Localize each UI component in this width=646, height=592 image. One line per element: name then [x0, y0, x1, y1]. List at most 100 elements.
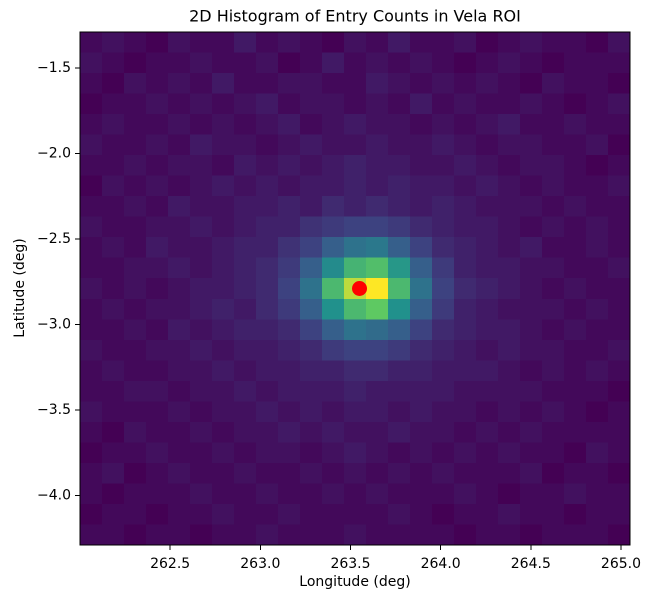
cell — [102, 298, 125, 320]
cell — [454, 257, 477, 279]
cell — [234, 524, 257, 546]
cell — [168, 483, 191, 505]
cell — [124, 196, 147, 218]
cell — [146, 421, 169, 443]
cell — [80, 524, 103, 546]
cell — [432, 380, 455, 402]
cell — [520, 401, 543, 423]
cell — [410, 442, 433, 464]
cell — [432, 319, 455, 341]
cell — [344, 257, 367, 279]
cell — [498, 32, 521, 54]
cell — [278, 401, 301, 423]
cell — [608, 503, 631, 525]
cell — [300, 114, 323, 136]
cell — [80, 319, 103, 341]
cell — [168, 93, 191, 115]
cell — [366, 196, 389, 218]
cell — [322, 360, 345, 382]
cell — [146, 360, 169, 382]
marker-point — [352, 281, 368, 296]
cell — [564, 134, 587, 156]
cell — [234, 483, 257, 505]
cell — [278, 278, 301, 300]
cell — [212, 503, 235, 525]
cell — [278, 134, 301, 156]
cell — [454, 442, 477, 464]
cell — [278, 442, 301, 464]
cell — [80, 421, 103, 443]
cell — [564, 278, 587, 300]
cell — [190, 339, 213, 361]
cell — [322, 114, 345, 136]
cell — [498, 503, 521, 525]
cell — [190, 483, 213, 505]
cell — [146, 503, 169, 525]
cell — [80, 257, 103, 279]
cell — [498, 442, 521, 464]
cell — [300, 278, 323, 300]
cell — [520, 114, 543, 136]
cell — [498, 196, 521, 218]
cell — [234, 298, 257, 320]
cell — [476, 216, 499, 238]
cell — [454, 401, 477, 423]
cell — [80, 442, 103, 464]
cell — [80, 216, 103, 238]
cell — [520, 237, 543, 259]
cell — [366, 360, 389, 382]
cell — [344, 32, 367, 54]
cell — [256, 319, 279, 341]
cell — [322, 237, 345, 259]
x-axis-label: Longitude (deg) — [299, 574, 410, 590]
cell — [608, 401, 631, 423]
cell — [476, 196, 499, 218]
cell — [146, 278, 169, 300]
cell — [476, 483, 499, 505]
cell — [322, 442, 345, 464]
y-axis-label: Latitude (deg) — [12, 238, 28, 337]
cell — [410, 483, 433, 505]
cell — [256, 442, 279, 464]
cell — [388, 73, 411, 95]
cell — [366, 401, 389, 423]
cell — [300, 216, 323, 238]
cell — [190, 257, 213, 279]
cell — [102, 155, 125, 177]
cell — [432, 216, 455, 238]
cell — [476, 360, 499, 382]
cell — [564, 401, 587, 423]
cell — [168, 196, 191, 218]
x-tick-label: 264.5 — [511, 556, 551, 572]
cell — [256, 483, 279, 505]
cell — [410, 401, 433, 423]
cell — [542, 503, 565, 525]
cell — [124, 462, 147, 484]
cell — [542, 237, 565, 259]
cell — [388, 503, 411, 525]
cell — [212, 401, 235, 423]
cell — [168, 339, 191, 361]
cell — [212, 52, 235, 74]
cell — [388, 237, 411, 259]
cell — [256, 524, 279, 546]
cell — [476, 93, 499, 115]
cell — [168, 462, 191, 484]
cell — [234, 257, 257, 279]
cell — [168, 298, 191, 320]
cell — [410, 52, 433, 74]
cell — [564, 216, 587, 238]
cell — [322, 380, 345, 402]
cell — [608, 421, 631, 443]
cell — [300, 319, 323, 341]
cell — [476, 401, 499, 423]
cell — [234, 421, 257, 443]
cell — [168, 237, 191, 259]
cell — [432, 442, 455, 464]
cell — [190, 114, 213, 136]
cell — [212, 483, 235, 505]
cell — [608, 134, 631, 156]
cell — [344, 196, 367, 218]
cell — [190, 360, 213, 382]
cell — [388, 319, 411, 341]
